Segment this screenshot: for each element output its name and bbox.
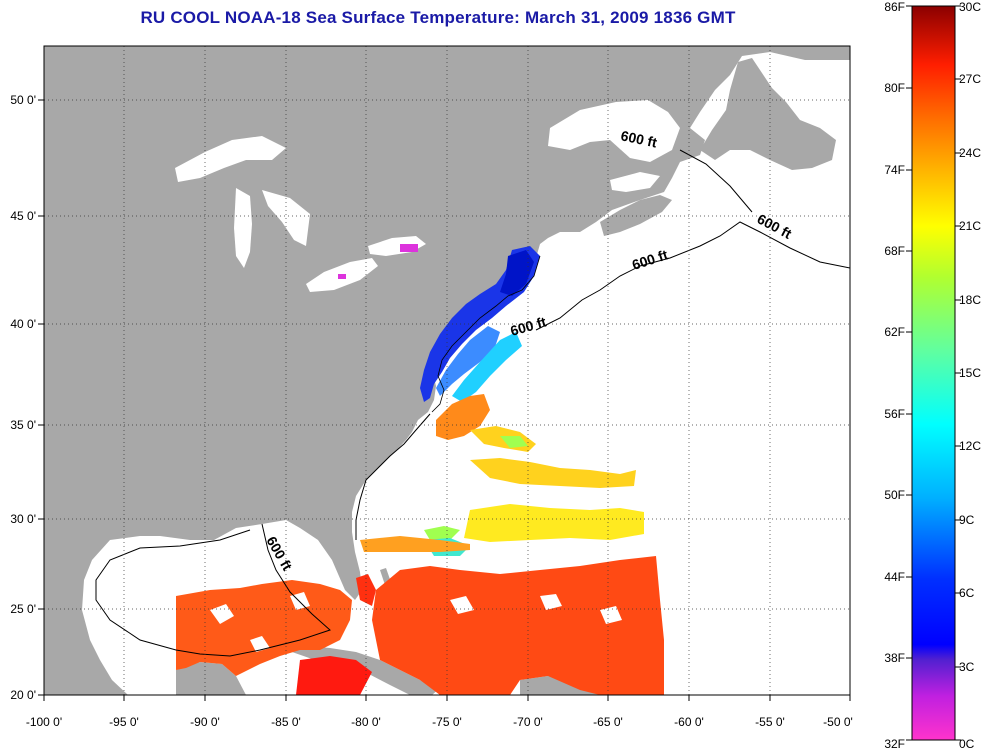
colorbar-c-label: 18C: [959, 293, 981, 307]
colorbar-c-label: 12C: [959, 439, 981, 453]
lon-tick-label: -65 0': [593, 715, 623, 729]
lon-tick-label: -60 0': [674, 715, 704, 729]
graticule: [44, 46, 850, 695]
colorbar-f-label: 50F: [884, 488, 905, 502]
lon-tick-label: -85 0': [271, 715, 301, 729]
sst-cyan-band: [452, 332, 522, 402]
lon-tick-label: -90 0': [190, 715, 220, 729]
sst-blue-core: [500, 250, 534, 296]
colorbar-f-label: 86F: [884, 0, 905, 14]
tick-marks: [38, 99, 851, 701]
contour-label-1: 600 ft: [619, 127, 658, 150]
sst-caribbean-hot: [296, 656, 372, 695]
gulf-st-lawrence: [548, 100, 680, 162]
lat-tick-label: 40 0': [10, 317, 36, 331]
lon-tick-label: -100 0': [26, 715, 62, 729]
lon-tick-label: -55 0': [755, 715, 785, 729]
map-title: RU COOL NOAA-18 Sea Surface Temperature:…: [140, 8, 736, 27]
colorbar-f-label: 38F: [884, 651, 905, 665]
colorbar-c-label: 0C: [959, 737, 975, 751]
colorbar-f-label: 32F: [884, 737, 905, 751]
colorbar-c-label: 21C: [959, 219, 981, 233]
lon-tick-label: -95 0': [109, 715, 139, 729]
lat-tick-label: 35 0': [10, 418, 36, 432]
lake-ontario-sst-patch: [400, 244, 418, 252]
colorbar-ticks: [906, 5, 961, 741]
contour-600ft-southeast: [355, 413, 431, 540]
sst-mid-atlantic-yellow: [464, 504, 644, 542]
lon-tick-label: -50 0': [823, 715, 853, 729]
colorbar-f-label: 68F: [884, 244, 905, 258]
colorbar-c-label: 15C: [959, 366, 981, 380]
lon-tick-label: -70 0': [513, 715, 543, 729]
lat-tick-label: 30 0': [10, 512, 36, 526]
bay-of-fundy: [610, 172, 660, 192]
colorbar-c-label: 9C: [959, 513, 975, 527]
sst-gulf-stream-orange: [436, 394, 490, 440]
colorbar-f-label: 44F: [884, 570, 905, 584]
colorbar-c-label: 24C: [959, 146, 981, 160]
colorbar-c-label: 30C: [959, 0, 981, 14]
sst-orange-strip: [360, 536, 470, 552]
land-nova-scotia: [600, 195, 672, 236]
sst-light-blue-offshore: [436, 326, 500, 396]
contour-600ft-shelf: [535, 221, 850, 331]
lake-erie-sst-patch: [338, 274, 346, 279]
colorbar-f-label: 74F: [884, 163, 905, 177]
contour-600ft-gulf: [95, 523, 331, 657]
lon-tick-label: -75 0': [432, 715, 462, 729]
lake-michigan: [234, 188, 252, 268]
colorbar-f-label: 80F: [884, 81, 905, 95]
sst-sargasso-red: [372, 556, 664, 695]
coastline: [431, 255, 541, 413]
colorbar-f-label: 62F: [884, 325, 905, 339]
lat-tick-label: 50 0': [10, 93, 36, 107]
sst-green-patches: [424, 436, 528, 540]
lat-tick-label: 45 0': [10, 209, 36, 223]
lat-tick-label: 25 0': [10, 602, 36, 616]
colorbar-c-label: 3C: [959, 660, 975, 674]
land-yucatan: [176, 662, 246, 695]
temperature-color-bar: [911, 5, 956, 741]
land-newfoundland: [700, 58, 836, 170]
contour-600ft-north: [679, 149, 753, 213]
colorbar-c-label: 6C: [959, 586, 975, 600]
lake-superior: [175, 136, 286, 182]
colorbar-c-label: 27C: [959, 72, 981, 86]
lon-tick-label: -80 0': [351, 715, 381, 729]
lat-tick-label: 20 0': [10, 688, 36, 702]
colorbar-f-label: 56F: [884, 407, 905, 421]
